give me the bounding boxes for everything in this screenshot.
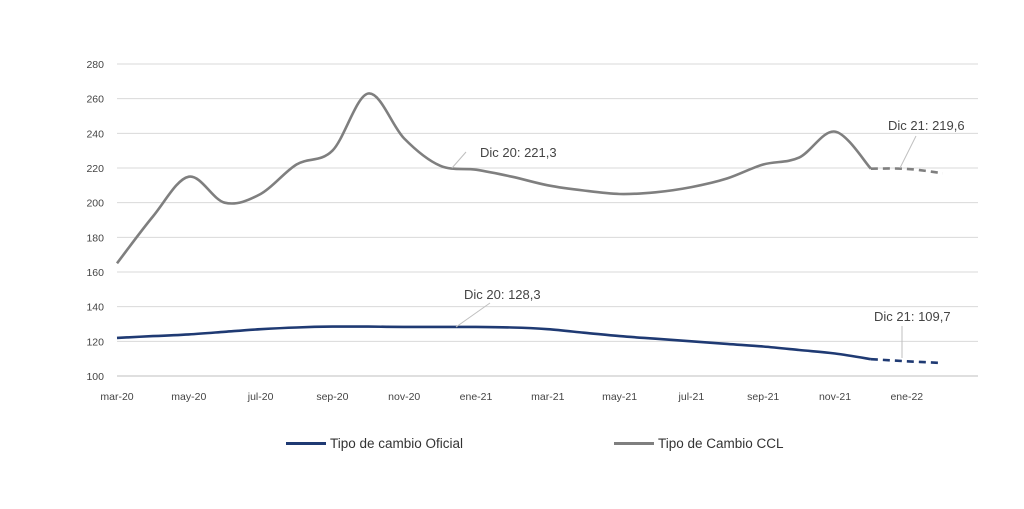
x-tick-label: sep-20 <box>316 391 348 403</box>
x-tick-label: mar-20 <box>100 391 133 403</box>
y-tick-label: 260 <box>86 94 104 106</box>
legend-swatch-oficial <box>286 442 326 445</box>
y-tick-label: 240 <box>86 128 104 140</box>
legend-swatch-ccl <box>614 442 654 445</box>
annotation-label: Dic 20: 221,3 <box>480 145 557 160</box>
y-tick-label: 200 <box>86 198 104 210</box>
series-projection-ccl <box>870 167 943 175</box>
legend-item-ccl: Tipo de Cambio CCL <box>614 436 784 451</box>
x-tick-label: sep-21 <box>747 391 779 403</box>
y-tick-label: 120 <box>86 336 104 348</box>
series-line-oficial <box>116 325 872 361</box>
legend-item-oficial: Tipo de cambio Oficial <box>286 436 463 451</box>
series-projection-oficial <box>870 357 943 365</box>
y-tick-label: 220 <box>86 163 104 175</box>
x-tick-label: nov-21 <box>819 391 851 403</box>
y-tick-label: 180 <box>86 232 104 244</box>
y-tick-label: 280 <box>86 59 104 71</box>
x-tick-label: may-21 <box>602 391 637 403</box>
annotation-label: Dic 21: 219,6 <box>888 118 965 133</box>
x-tick-label: nov-20 <box>388 391 420 403</box>
x-tick-label: jul-21 <box>678 391 705 403</box>
annotation-label: Dic 20: 128,3 <box>464 287 541 302</box>
legend-label-ccl: Tipo de Cambio CCL <box>658 436 784 451</box>
y-tick-label: 100 <box>86 371 104 383</box>
x-tick-label: mar-21 <box>531 391 564 403</box>
x-tick-label: jul-20 <box>247 391 274 403</box>
series-line-ccl <box>115 92 872 265</box>
legend-label-oficial: Tipo de cambio Oficial <box>330 436 464 451</box>
x-tick-label: ene-22 <box>890 391 923 403</box>
x-tick-label: may-20 <box>171 391 206 403</box>
y-tick-label: 140 <box>86 302 104 314</box>
y-tick-label: 160 <box>86 267 104 279</box>
legend: Tipo de cambio Oficial Tipo de Cambio CC… <box>0 436 1024 458</box>
x-tick-label: ene-21 <box>460 391 493 403</box>
annotation-leader <box>451 151 467 169</box>
annotation-leader <box>455 302 491 328</box>
annotation-label: Dic 21: 109,7 <box>874 309 951 324</box>
annotation-leader <box>899 135 917 169</box>
